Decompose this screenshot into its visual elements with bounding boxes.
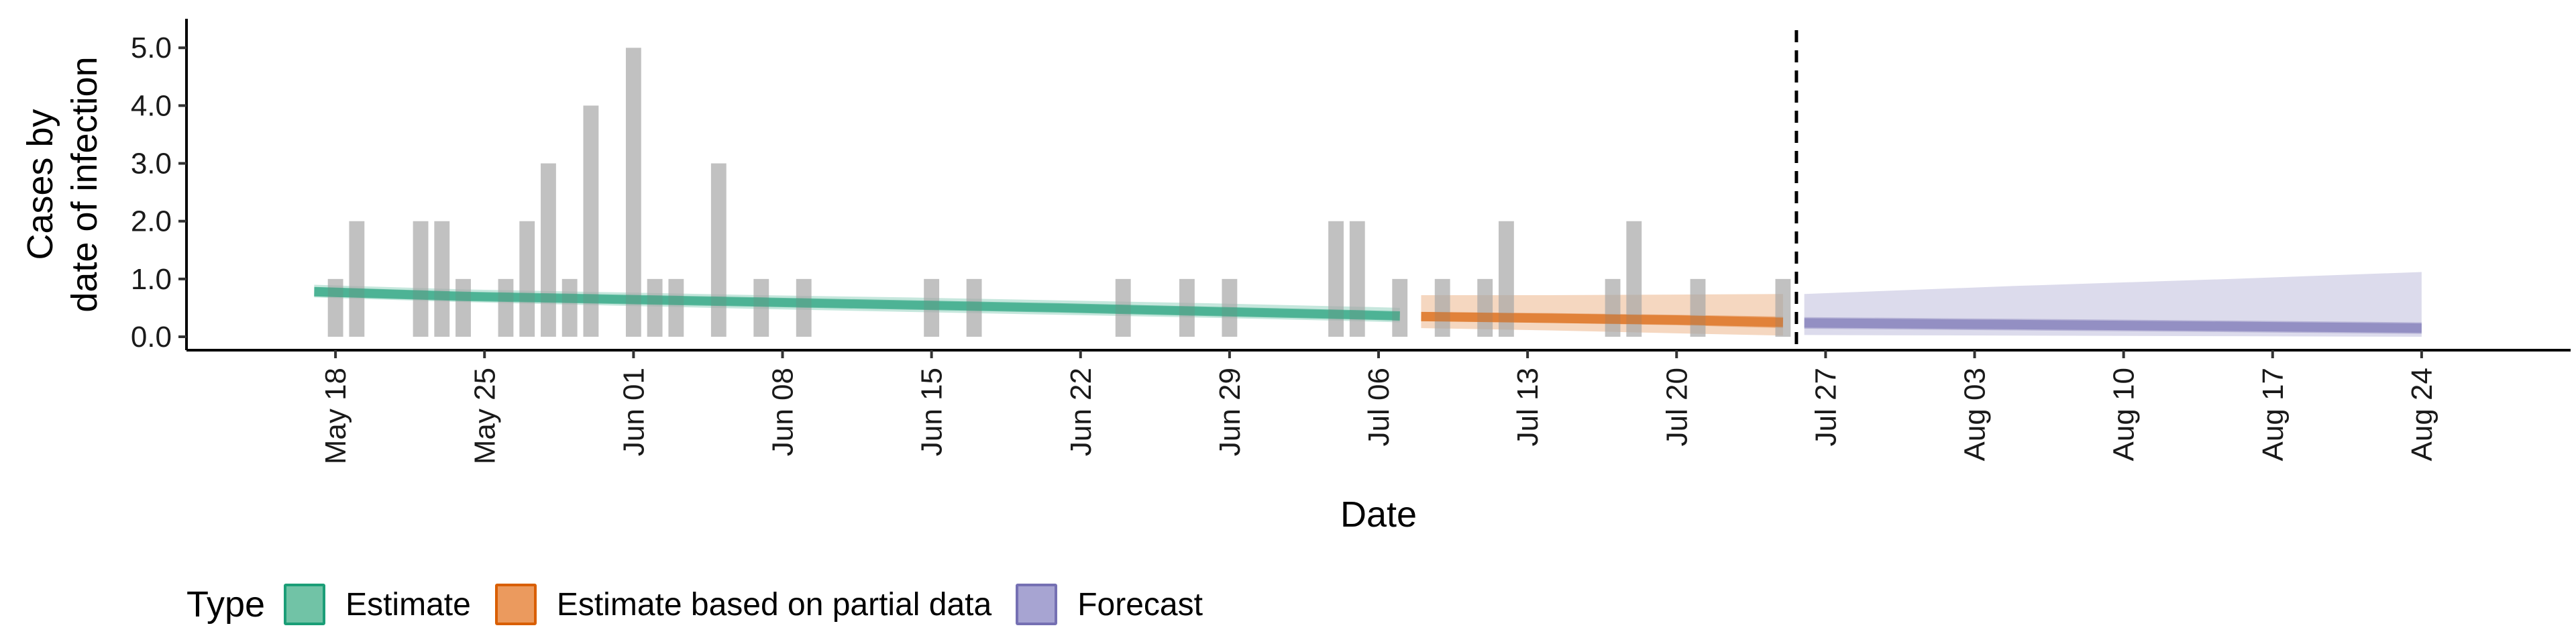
- x-tick-label: May 18: [319, 368, 352, 464]
- reported-case-bar: [1392, 278, 1408, 337]
- x-tick-label: Aug 03: [1959, 368, 1992, 461]
- legend-key-estimate: [284, 584, 326, 625]
- x-tick-label: Aug 10: [2108, 368, 2141, 461]
- y-tick-label: 0.0: [131, 321, 172, 354]
- x-axis-title: Date: [1340, 494, 1417, 535]
- reported-case-bar: [1328, 221, 1344, 337]
- x-tick-label: Jun 29: [1214, 368, 1246, 456]
- reported-case-bar: [668, 278, 684, 337]
- y-tick-label: 5.0: [131, 32, 172, 64]
- reported-case-bar: [753, 278, 769, 337]
- reported-case-bar: [519, 221, 535, 337]
- estimate-based-on-partial-data-median-line: [1421, 311, 1784, 327]
- y-tick-label: 2.0: [131, 205, 172, 238]
- y-axis-ticks: 0.0 1.0 2.0 3.0 4.0 5.0: [131, 32, 186, 354]
- x-tick-label: Jun 15: [916, 368, 949, 456]
- legend-item-partial: Estimate based on partial data: [494, 584, 992, 625]
- legend-key-forecast: [1016, 584, 1058, 625]
- reported-case-bar: [583, 105, 599, 337]
- y-tick-label: 4.0: [131, 89, 172, 122]
- reported-case-bar: [413, 221, 429, 337]
- y-tick-label: 1.0: [131, 263, 172, 296]
- reported-case-bar: [710, 163, 727, 337]
- estimate-median-lines: [314, 286, 2422, 333]
- x-tick-label: Jul 13: [1511, 368, 1544, 446]
- x-tick-label: Jul 20: [1660, 368, 1693, 446]
- x-tick-label: Jul 06: [1362, 368, 1395, 446]
- legend-label-estimate: Estimate: [345, 586, 471, 623]
- x-tick-label: May 25: [468, 368, 501, 464]
- reported-case-bar: [1477, 278, 1493, 337]
- reported-case-bar: [1349, 221, 1365, 337]
- x-tick-label: Jul 27: [1809, 368, 1842, 446]
- reported-case-bar: [796, 278, 812, 337]
- reported-case-bar: [1690, 278, 1706, 337]
- reported-cases-bars: [327, 48, 1791, 337]
- x-tick-label: Aug 17: [2257, 368, 2290, 461]
- y-tick-label: 3.0: [131, 148, 172, 180]
- reported-case-bar: [1498, 221, 1514, 337]
- legend-item-forecast: Forecast: [1016, 584, 1203, 625]
- reported-case-bar: [1434, 278, 1450, 337]
- reported-case-bar: [625, 48, 641, 337]
- reported-case-bar: [349, 221, 365, 337]
- reported-case-bar: [541, 163, 556, 337]
- legend-label-forecast: Forecast: [1077, 586, 1203, 623]
- legend: Type Estimate Estimate based on partial …: [186, 574, 1227, 635]
- reported-case-bar: [498, 278, 514, 337]
- y-axis-title-line2: date of infection: [64, 56, 105, 312]
- legend-item-estimate: Estimate: [284, 584, 471, 625]
- x-tick-label: Jun 01: [617, 368, 650, 456]
- x-tick-label: Jun 22: [1065, 368, 1097, 456]
- x-axis-ticks: May 18 May 25 Jun 01 Jun 08 Jun 15 Jun 22 Jun …: [319, 350, 2438, 464]
- reported-case-bar: [1605, 278, 1621, 337]
- legend-key-partial: [494, 584, 537, 625]
- legend-label-partial: Estimate based on partial data: [556, 586, 992, 623]
- forecast-median-line: [1804, 318, 2422, 333]
- y-axis-title-line1: Cases by: [20, 109, 60, 260]
- legend-title: Type: [186, 584, 266, 625]
- reported-case-bar: [455, 278, 471, 337]
- reported-case-bar: [561, 278, 578, 337]
- reported-case-bar: [647, 278, 663, 337]
- estimate-median-line: [314, 286, 1400, 321]
- x-tick-label: Jun 08: [767, 368, 800, 456]
- reported-case-bar: [434, 221, 450, 337]
- x-tick-label: Aug 24: [2406, 368, 2438, 461]
- reported-case-bar: [1626, 221, 1642, 337]
- reported-case-bar: [1775, 278, 1791, 337]
